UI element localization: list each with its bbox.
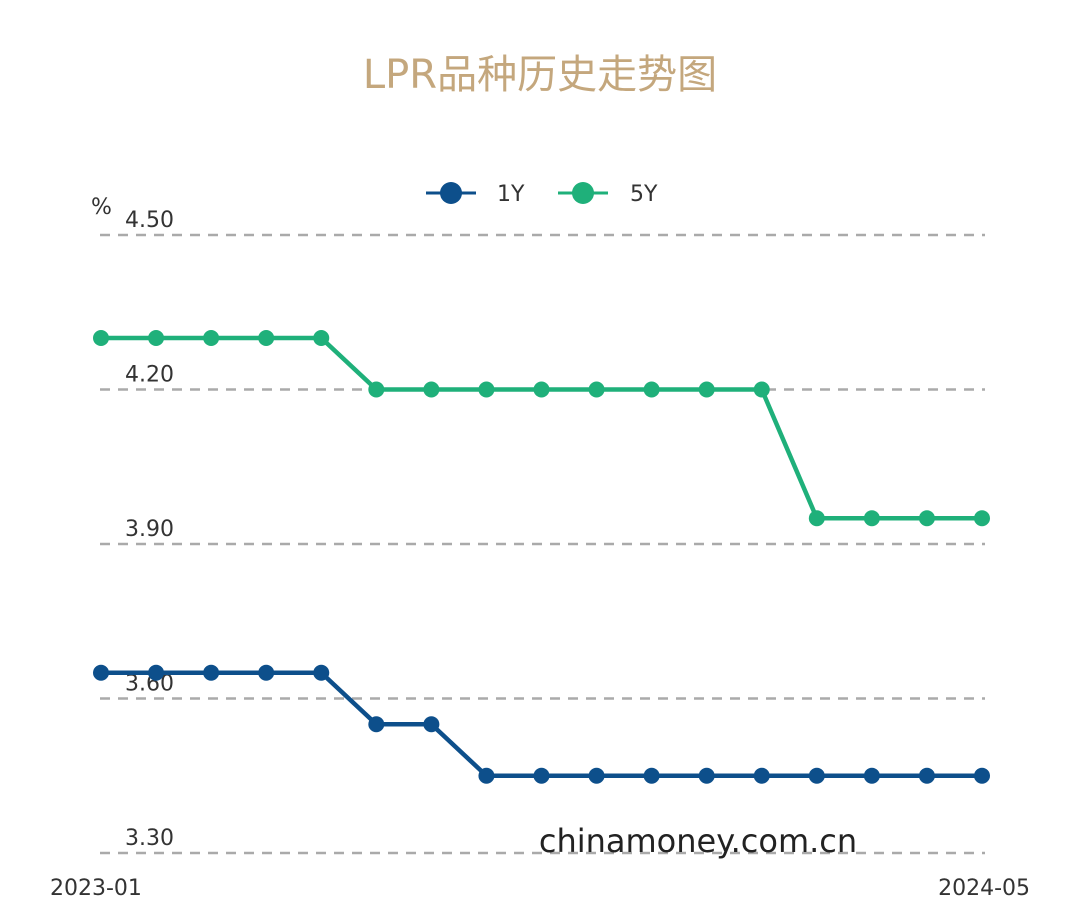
x-tick-label-end: 2024-05 (938, 876, 1030, 901)
data-point-1Y (643, 767, 660, 784)
series-1Y (93, 664, 990, 784)
data-point-1Y (478, 767, 495, 784)
data-point-1Y (148, 664, 165, 681)
data-point-5Y (478, 381, 495, 398)
data-point-1Y (698, 767, 715, 784)
data-point-5Y (808, 510, 825, 527)
series-line-1Y (101, 670, 982, 778)
data-point-1Y (974, 767, 990, 784)
data-point-1Y (533, 767, 550, 784)
legend-marker (572, 182, 594, 204)
data-point-5Y (203, 330, 220, 346)
data-point-1Y (93, 664, 109, 681)
data-point-5Y (698, 381, 715, 398)
data-point-5Y (93, 330, 109, 346)
y-tick-label: 4.20 (125, 363, 174, 388)
y-tick-label: 4.50 (125, 208, 174, 233)
data-point-1Y (808, 767, 825, 784)
x-axis-ticks: 2023-01 2024-05 (50, 876, 1030, 901)
x-tick-label-start: 2023-01 (50, 876, 142, 901)
data-point-5Y (148, 330, 165, 346)
data-point-5Y (423, 381, 440, 398)
data-point-5Y (918, 510, 935, 527)
data-point-1Y (753, 767, 770, 784)
legend-item-1Y: 1Y (426, 182, 525, 207)
data-point-1Y (203, 664, 220, 681)
grid-lines (100, 233, 985, 855)
data-point-5Y (368, 381, 385, 398)
y-tick-label: 3.90 (125, 517, 174, 542)
series-5Y (93, 330, 990, 527)
data-point-1Y (863, 767, 880, 784)
y-tick-label: 3.30 (125, 826, 174, 851)
data-point-5Y (313, 330, 330, 346)
legend-label: 1Y (497, 182, 525, 207)
data-point-5Y (258, 330, 275, 346)
data-point-5Y (753, 381, 770, 398)
series-line-5Y (101, 335, 982, 521)
data-point-5Y (643, 381, 660, 398)
y-unit-label: % (91, 195, 112, 220)
data-point-1Y (918, 767, 935, 784)
data-point-5Y (974, 510, 990, 527)
legend-label: 5Y (630, 182, 658, 207)
data-point-1Y (588, 767, 605, 784)
watermark: chinamoney.com.cn (539, 822, 857, 860)
data-point-5Y (588, 381, 605, 398)
data-point-5Y (863, 510, 880, 527)
chart-title: LPR品种历史走势图 (363, 52, 717, 98)
legend: 1Y 5Y (426, 182, 658, 207)
legend-marker (440, 182, 462, 204)
y-axis-ticks: 4.504.203.903.603.30 (125, 208, 174, 851)
data-point-1Y (423, 716, 440, 733)
legend-item-5Y: 5Y (558, 182, 658, 207)
data-point-1Y (313, 664, 330, 681)
series-group (93, 330, 990, 784)
data-point-1Y (258, 664, 275, 681)
data-point-5Y (533, 381, 550, 398)
data-point-1Y (368, 716, 385, 733)
